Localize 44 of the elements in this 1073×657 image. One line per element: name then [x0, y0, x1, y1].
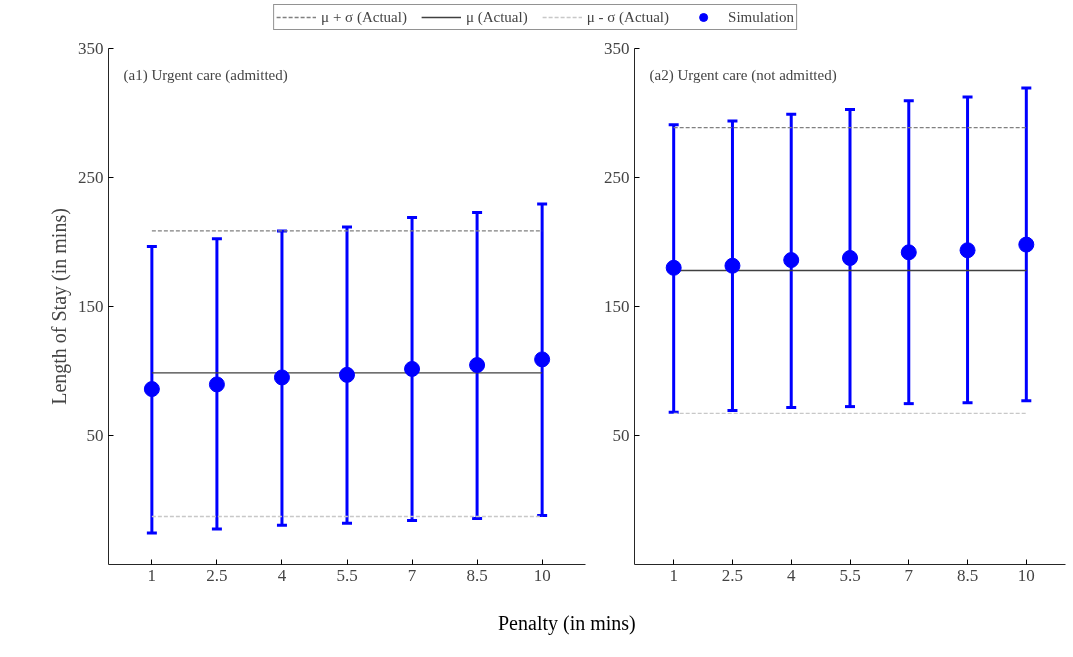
point — [404, 360, 421, 377]
x-tick-label: 1 — [147, 565, 157, 585]
legend-label: μ - σ (Actual) — [586, 8, 670, 26]
y-tick-label: 50 — [612, 426, 630, 445]
point — [469, 357, 486, 374]
y-tick-label: 350 — [78, 39, 104, 58]
annotation: (a1) Urgent care (admitted) — [123, 66, 288, 84]
y-tick-label: 250 — [78, 168, 104, 187]
legend-label: Simulation — [728, 8, 794, 26]
point — [665, 259, 682, 276]
point — [273, 369, 290, 386]
point — [534, 351, 551, 368]
y-tick-label: 50 — [86, 426, 104, 445]
legend-label: μ (Actual) — [465, 8, 528, 26]
x-tick-label: 5.5 — [336, 565, 358, 585]
y-tick-label: 250 — [604, 168, 630, 187]
point — [724, 257, 741, 274]
point — [1018, 236, 1035, 253]
x-tick-label: 10 — [533, 565, 551, 585]
point — [143, 381, 160, 398]
point — [900, 244, 917, 261]
x-tick-label: 2.5 — [721, 565, 744, 585]
point — [339, 366, 355, 383]
x-tick-label: 5.5 — [839, 565, 861, 585]
x-tick-label: 2.5 — [206, 565, 228, 585]
annotation: (a2) Urgent care (not admitted) — [649, 66, 837, 84]
y-axis-title: Length of Stay (in mins) — [48, 208, 71, 405]
point — [959, 242, 976, 259]
x-tick-label: 10 — [1017, 565, 1035, 585]
point — [208, 376, 225, 393]
x-tick-label: 4 — [786, 565, 796, 585]
x-tick-label: 1 — [669, 565, 678, 585]
x-tick-label: 7 — [407, 565, 417, 585]
x-tick-label: 7 — [904, 565, 914, 585]
x-tick-label: 8.5 — [956, 565, 979, 585]
y-tick-label: 150 — [78, 297, 104, 316]
y-tick-label: 350 — [604, 39, 630, 58]
x-tick-label: 8.5 — [466, 565, 488, 585]
y-tick-label: 150 — [604, 297, 630, 316]
x-axis-title: Penalty (in mins) — [498, 611, 636, 637]
x-tick-label: 4 — [277, 565, 287, 585]
legend-label: μ + σ (Actual) — [321, 8, 407, 26]
point — [842, 250, 858, 266]
point — [783, 252, 800, 269]
